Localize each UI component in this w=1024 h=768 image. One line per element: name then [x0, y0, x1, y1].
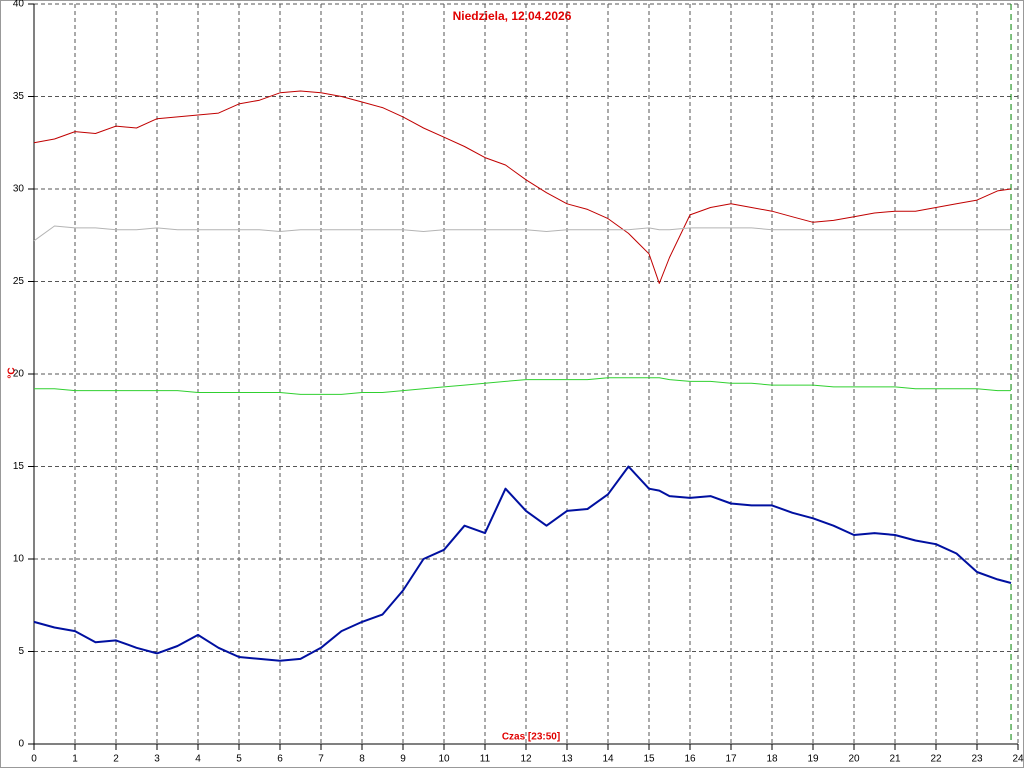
- data-line: [34, 377, 1011, 395]
- x-tick-label: 21: [889, 754, 901, 765]
- y-tick-label: 35: [13, 91, 25, 102]
- x-tick-label: 11: [480, 754, 491, 765]
- y-tick-label: 30: [13, 184, 25, 195]
- x-tick-label: 1: [72, 754, 78, 765]
- y-tick-label: 25: [13, 276, 25, 287]
- x-tick-label: 14: [602, 754, 614, 765]
- x-tick-label: 5: [236, 754, 242, 765]
- x-tick-label: 20: [848, 754, 860, 765]
- x-tick-label: 13: [561, 754, 573, 765]
- y-tick-label: 20: [13, 369, 25, 380]
- data-line: [33, 465, 1012, 662]
- x-tick-label: 3: [154, 754, 160, 765]
- y-axis-label: °C: [7, 367, 18, 378]
- data-line: [33, 225, 1011, 242]
- x-tick-label: 7: [318, 754, 324, 765]
- x-tick-label: 2: [113, 754, 119, 765]
- x-tick-label: 18: [766, 754, 778, 765]
- x-tick-label: 22: [930, 754, 942, 765]
- x-axis-label: Czas [23:50]: [502, 732, 560, 743]
- y-tick-label: 0: [18, 739, 24, 750]
- y-tick-label: 15: [13, 461, 25, 472]
- x-tick-label: 6: [277, 754, 283, 765]
- x-tick-label: 8: [359, 754, 365, 765]
- y-tick-label: 40: [13, 0, 25, 10]
- chart-title: Niedziela, 12.04.2026: [453, 9, 572, 23]
- x-tick-label: 4: [195, 754, 201, 765]
- x-tick-label: 17: [725, 754, 737, 765]
- x-tick-label: 10: [438, 754, 450, 765]
- data-line: [33, 90, 1012, 284]
- x-tick-label: 19: [807, 754, 819, 765]
- x-tick-label: 12: [520, 754, 532, 765]
- x-tick-label: 24: [1012, 754, 1024, 765]
- x-tick-label: 0: [31, 754, 37, 765]
- x-tick-label: 16: [684, 754, 696, 765]
- x-tick-label: 15: [643, 754, 655, 765]
- y-tick-label: 10: [13, 554, 25, 565]
- y-tick-label: 5: [18, 646, 24, 657]
- x-tick-label: 23: [971, 754, 983, 765]
- x-tick-label: 9: [400, 754, 406, 765]
